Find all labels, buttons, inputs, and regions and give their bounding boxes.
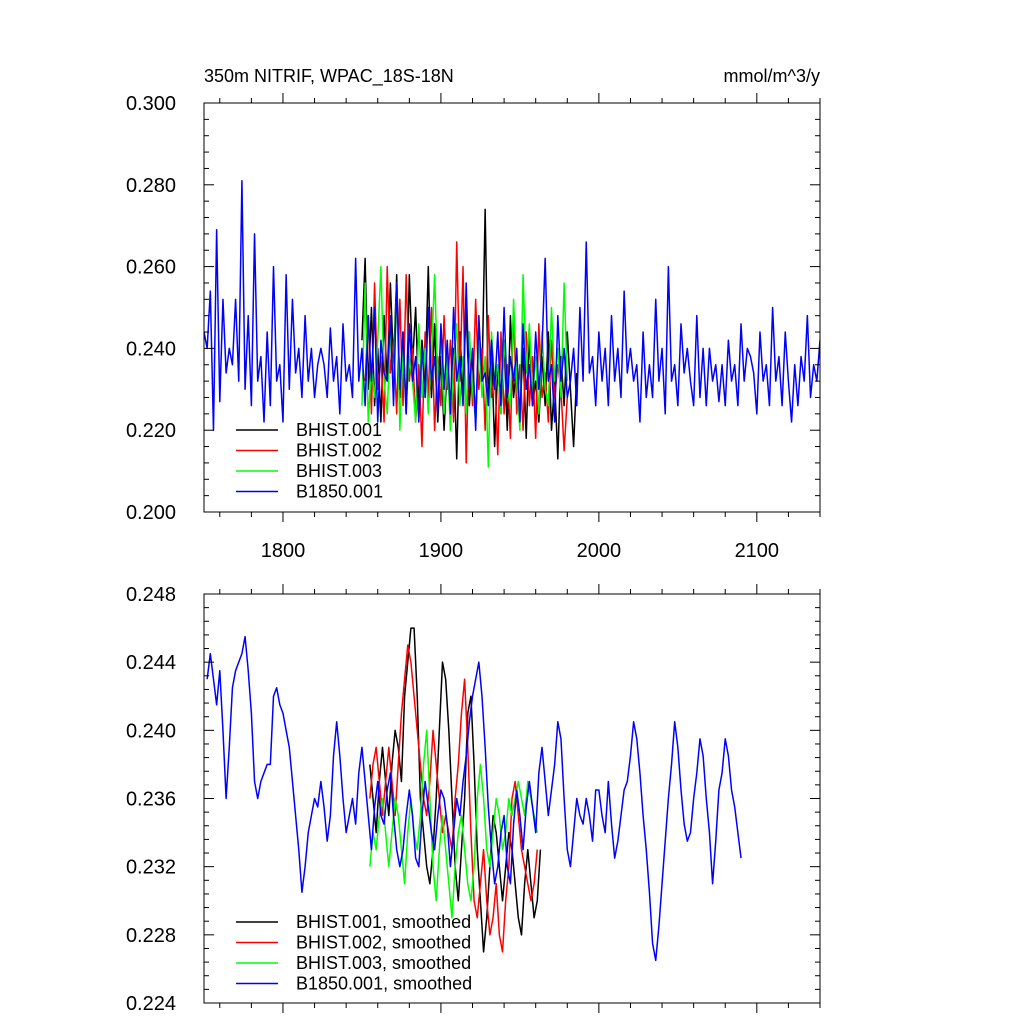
top-series-group bbox=[204, 179, 820, 468]
top-y-tick-label: 0.280 bbox=[126, 175, 176, 197]
top-y-tick-label: 0.220 bbox=[126, 420, 176, 442]
top-legend-label-4: B1850.001 bbox=[296, 482, 383, 502]
top-x-tick-label: 2100 bbox=[735, 540, 780, 562]
chart-title: 350m NITRIF, WPAC_18S-18N bbox=[204, 66, 454, 87]
chart-units: mmol/m^3/y bbox=[724, 66, 820, 86]
bottom-series-line-2 bbox=[369, 644, 539, 953]
top-y-tick-label: 0.200 bbox=[126, 502, 176, 524]
bottom-y-tick-label: 0.244 bbox=[126, 652, 176, 674]
bottom-y-tick-label: 0.240 bbox=[126, 720, 176, 742]
top-legend-label-2: BHIST.002 bbox=[296, 441, 382, 461]
bottom-legend-label-3: BHIST.003, smoothed bbox=[296, 953, 471, 973]
top-x-tick-label: 1900 bbox=[419, 540, 464, 562]
bottom-legend-label-2: BHIST.002, smoothed bbox=[296, 933, 471, 953]
top-x-tick-label: 1800 bbox=[261, 540, 306, 562]
top-panel: 0.200 0.220 0.240 0.260 0.280 0.300 1800 1900 20… bbox=[126, 93, 821, 562]
bottom-legend-label-4: B1850.001, smoothed bbox=[296, 974, 472, 994]
bottom-panel: 0.224 0.228 0.232 0.236 0.240 0.244 0.248 BHIST… bbox=[126, 584, 821, 1015]
bottom-legend-label-1: BHIST.001, smoothed bbox=[296, 912, 471, 932]
bottom-y-tick-label: 0.224 bbox=[126, 993, 176, 1015]
top-x-tick-label: 2000 bbox=[577, 540, 622, 562]
bottom-series-line-4 bbox=[206, 635, 742, 962]
top-legend-label-3: BHIST.003 bbox=[296, 461, 382, 481]
bottom-series-line-3 bbox=[369, 729, 539, 919]
bottom-y-tick-label: 0.232 bbox=[126, 857, 176, 879]
bottom-y-tick-label: 0.228 bbox=[126, 925, 176, 947]
top-legend-label-1: BHIST.001 bbox=[296, 420, 382, 440]
top-y-tick-label: 0.300 bbox=[126, 93, 176, 115]
top-y-tick-label: 0.260 bbox=[126, 257, 176, 279]
bottom-y-tick-label: 0.236 bbox=[126, 789, 176, 811]
top-y-tick-label: 0.240 bbox=[126, 338, 176, 360]
bottom-series-group bbox=[206, 627, 742, 962]
top-plot-frame bbox=[203, 102, 821, 513]
bottom-y-tick-label: 0.248 bbox=[126, 584, 176, 606]
top-series-line-4 bbox=[204, 179, 820, 431]
